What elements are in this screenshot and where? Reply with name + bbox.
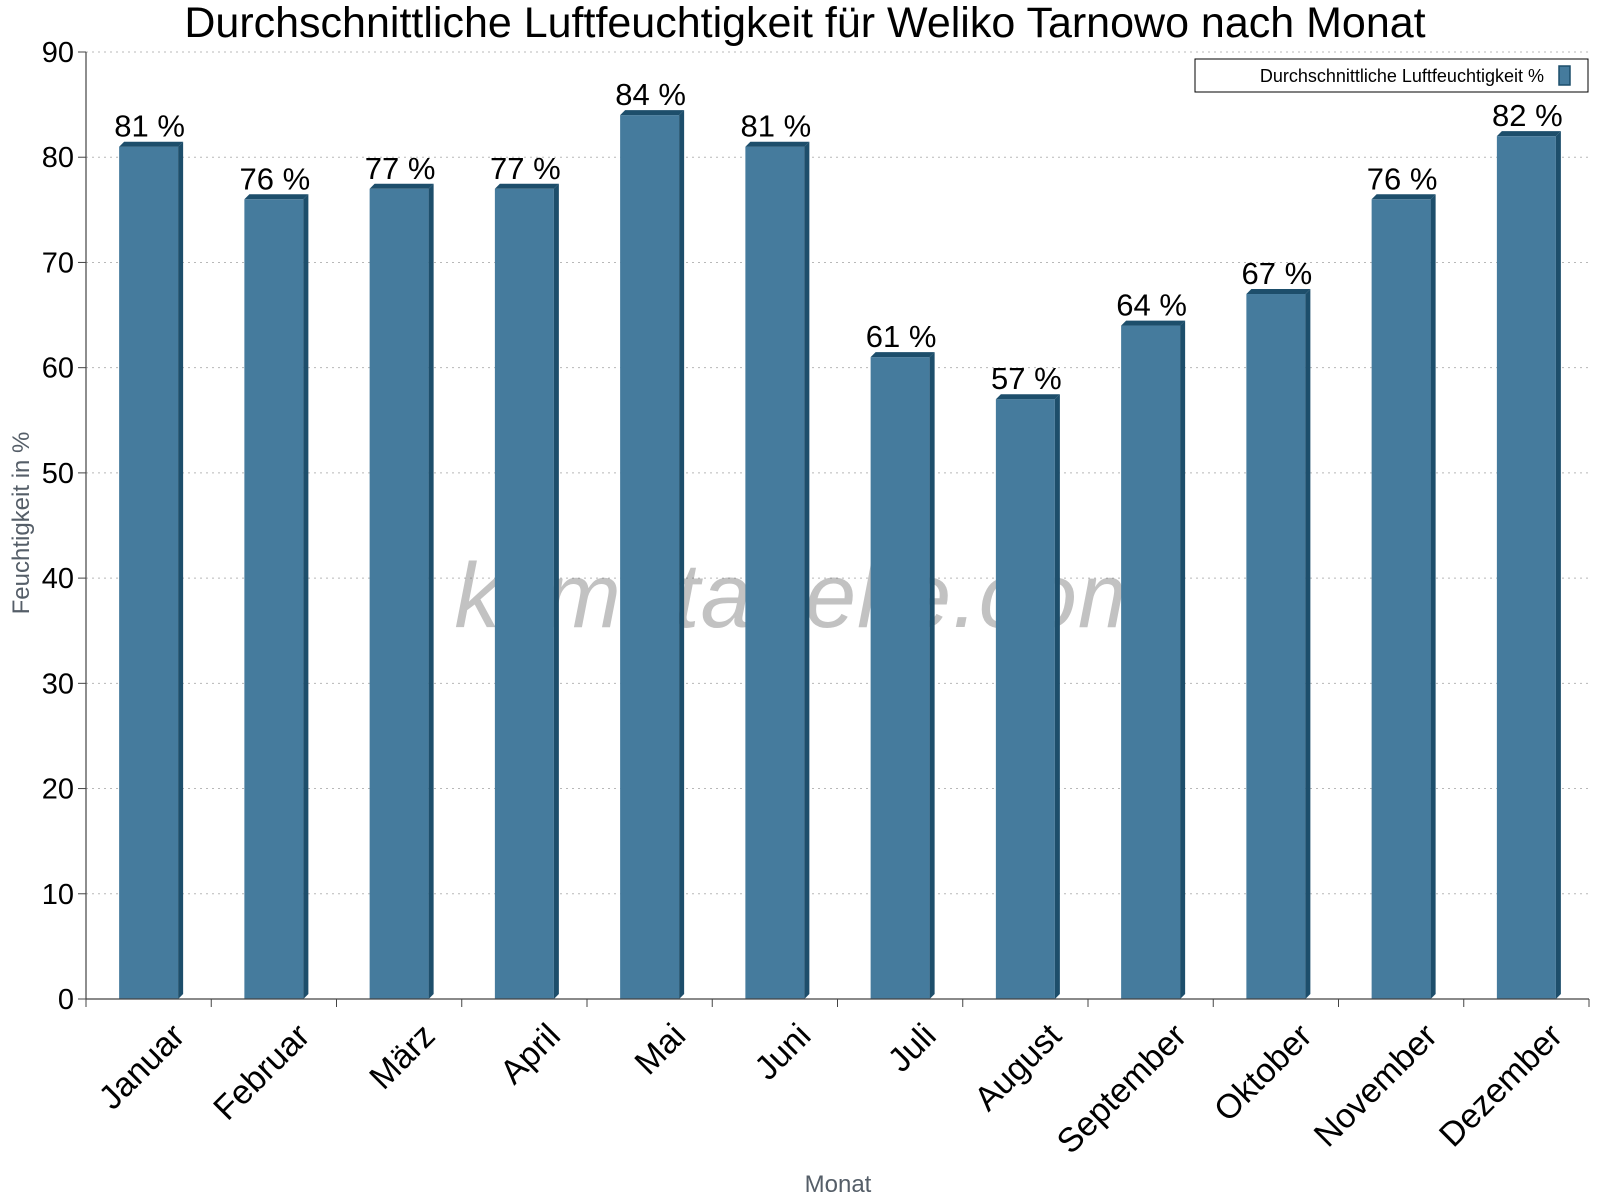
x-tick-label: August (967, 1016, 1069, 1118)
x-axis-ticks: Januar Februar März April Mai Juni Juli AugustS… (85, 999, 1590, 1161)
data-label: 81 % (741, 109, 812, 144)
data-label: 77 % (490, 151, 561, 186)
axes (85, 52, 1589, 1000)
bar (995, 394, 1060, 999)
data-label: 61 % (866, 319, 937, 354)
bar-side (178, 141, 184, 999)
legend-swatch (1558, 65, 1571, 86)
data-label: 64 % (1116, 288, 1187, 323)
x-tick-label: Juli (881, 1017, 944, 1080)
bar (870, 352, 935, 1000)
bar (244, 194, 309, 1000)
bar (1371, 194, 1436, 1000)
data-label: 76 % (1367, 161, 1438, 196)
bar-top (620, 110, 685, 116)
legend: Durchschnittliche Luftfeuchtigkeit % (1194, 58, 1589, 93)
bar (369, 183, 434, 1000)
bar-top (1371, 194, 1436, 200)
bar-top (1496, 131, 1561, 137)
data-label: 84 % (615, 77, 686, 112)
y-tick-label: 10 (42, 879, 74, 911)
chart-title: Durchschnittliche Luftfeuchtigkeit für W… (184, 0, 1425, 47)
bar-front (995, 399, 1055, 999)
bar-top (369, 183, 434, 189)
x-tick-label: Oktober (1207, 1017, 1319, 1129)
data-labels: 81 % 76 % 77 % 77 % 84 % 81 % 61 % 57 % 64 % 67 %… (114, 77, 1562, 396)
legend-box (1194, 58, 1589, 93)
bar-front (620, 115, 680, 1000)
bar-front (1246, 294, 1306, 999)
bar-side (929, 352, 935, 1000)
bar-front (244, 199, 304, 1000)
x-tick-label: April (493, 1017, 568, 1092)
bar (119, 141, 184, 999)
bar (745, 141, 810, 999)
data-label: 57 % (991, 361, 1062, 396)
bar-side (1180, 320, 1186, 1000)
x-tick-label: März (362, 1017, 442, 1097)
bars (119, 110, 1561, 1000)
bar-front (494, 188, 554, 1000)
bar (494, 183, 559, 1000)
data-label: 67 % (1242, 256, 1313, 291)
bar-side (679, 110, 685, 1000)
bar-top (870, 352, 935, 358)
x-tick-label: Januar (92, 1017, 192, 1117)
bar-top (1246, 289, 1311, 295)
data-label: 82 % (1492, 98, 1563, 133)
bar-side (1305, 289, 1311, 999)
y-tick-label: 70 (42, 247, 74, 279)
y-tick-label: 30 (42, 668, 74, 700)
bar (620, 110, 685, 1000)
data-label: 76 % (240, 161, 311, 196)
x-tick-label: September (1050, 1017, 1194, 1161)
bar (1121, 320, 1186, 1000)
x-tick-label: November (1307, 1017, 1445, 1155)
y-tick-label: 40 (42, 563, 74, 595)
bar-side (553, 183, 559, 1000)
y-tick-label: 0 (58, 984, 74, 1016)
legend-label: Durchschnittliche Luftfeuchtigkeit % (1260, 66, 1544, 86)
y-axis-ticks: 0 10 20 30 40 50 60 70 80 90 (42, 37, 86, 1016)
data-label: 77 % (365, 151, 436, 186)
bar-top (995, 394, 1060, 400)
bar-side (428, 183, 434, 1000)
bar-side (804, 141, 810, 999)
bar-front (119, 146, 179, 999)
y-tick-label: 80 (42, 142, 74, 174)
bar-front (1371, 199, 1431, 1000)
bar-front (745, 146, 805, 999)
grid-lines (86, 51, 1589, 895)
x-tick-label: Februar (206, 1017, 317, 1128)
bar-top (745, 141, 810, 147)
y-tick-label: 60 (42, 353, 74, 385)
y-tick-label: 20 (42, 774, 74, 806)
y-axis-label: Feuchtigkeit in % (8, 432, 35, 615)
x-tick-label: Juni (747, 1017, 818, 1088)
bar-front (870, 357, 930, 1000)
bar (1246, 289, 1311, 999)
bar-top (494, 183, 559, 189)
bar-top (1121, 320, 1186, 326)
bar-side (1054, 394, 1060, 999)
bar-front (1496, 136, 1556, 999)
bar-side (1555, 131, 1561, 999)
bar (1496, 131, 1561, 999)
bar-front (369, 188, 429, 1000)
x-axis-label: Monat (805, 1171, 872, 1198)
x-tick-label: Mai (627, 1017, 693, 1083)
x-tick-label: Dezember (1432, 1017, 1570, 1155)
y-tick-label: 50 (42, 458, 74, 490)
data-label: 81 % (114, 109, 185, 144)
bar-top (244, 194, 309, 200)
bar-front (1121, 325, 1181, 1000)
y-tick-label: 90 (42, 37, 74, 69)
bar-side (303, 194, 309, 1000)
bar-top (119, 141, 184, 147)
bar-side (1430, 194, 1436, 1000)
